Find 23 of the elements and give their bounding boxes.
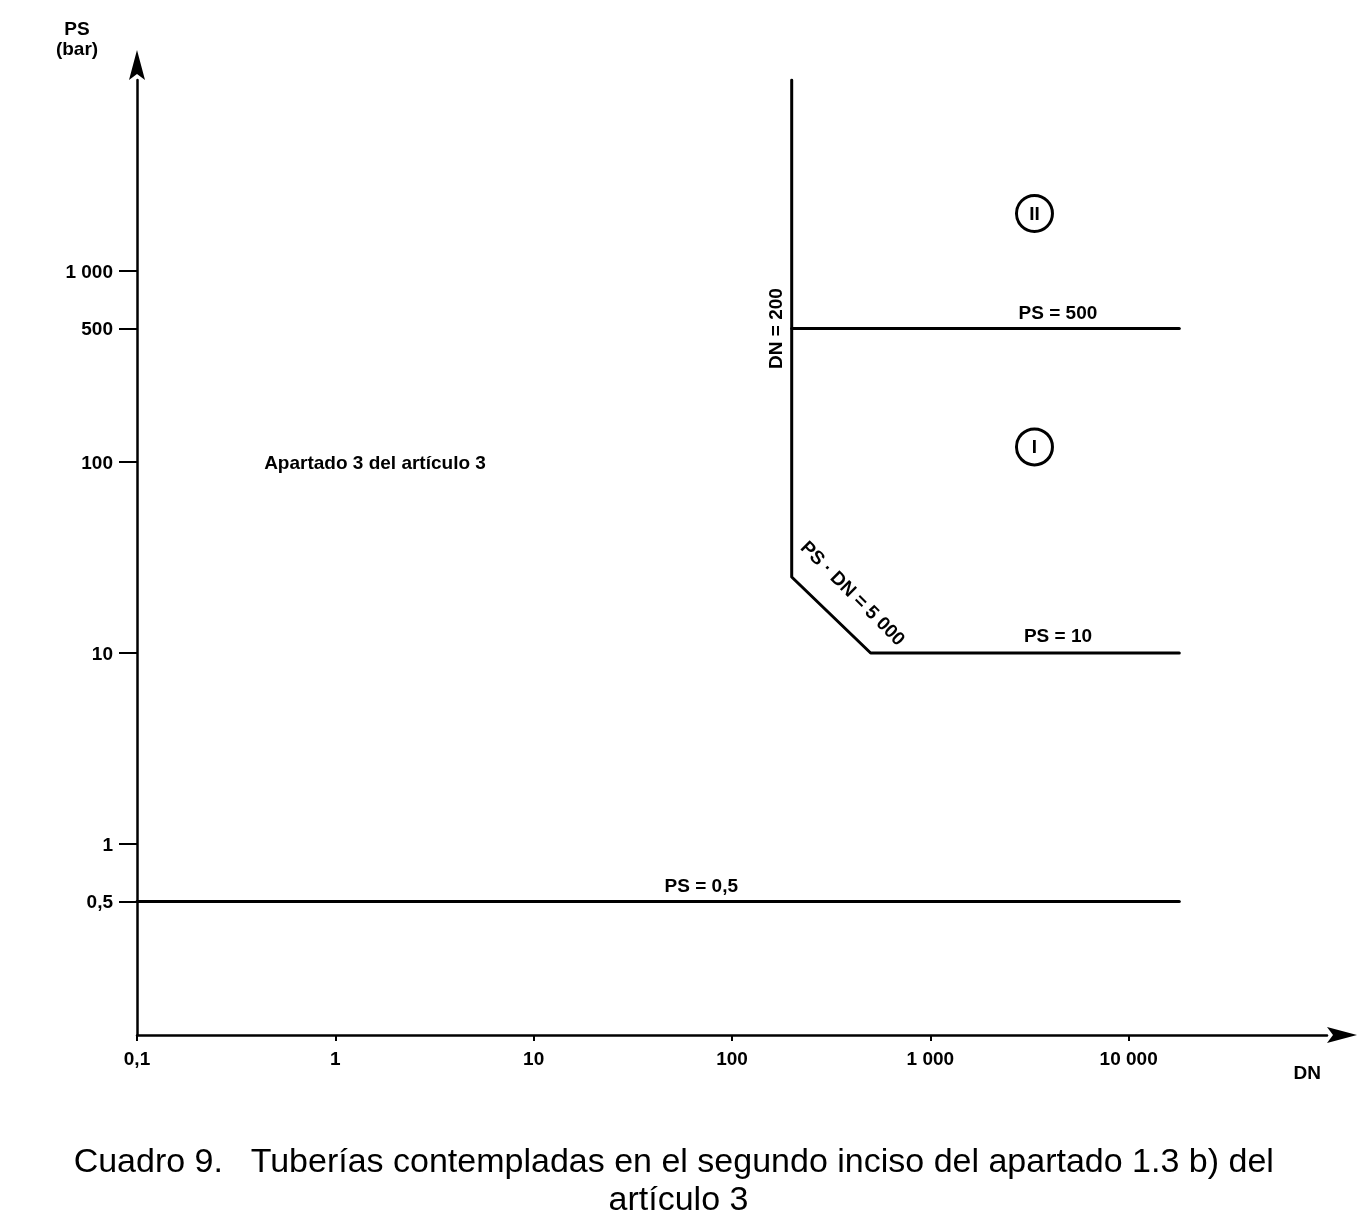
y-axis-title: PS (bar): [55, 17, 99, 59]
annotation: PS · DN = 5 000: [796, 536, 910, 650]
x-tick-label: 1 000: [906, 1048, 955, 1069]
x-tick-label: 0,1: [123, 1048, 151, 1069]
annotation: PS = 500: [1018, 302, 1098, 324]
annotation: PS = 10: [1023, 625, 1093, 646]
annotation: II: [1029, 203, 1040, 224]
y-tick-label: 500: [81, 318, 113, 339]
annotation: I: [1031, 436, 1038, 458]
y-tick-label: 100: [81, 451, 113, 473]
y-tick-label: 1: [102, 833, 114, 855]
x-tick-label: 100: [716, 1048, 748, 1069]
y-tick-label: 10: [91, 642, 113, 664]
x-tick-label: 10 000: [1099, 1048, 1158, 1069]
y-tick-label: 1 000: [65, 260, 113, 282]
text: Cuadro 9. Tuberías contempladas en el segundo inciso del apartado 1.3 b) del artículo 3: [73, 1141, 1284, 1217]
x-axis-title: DN: [1293, 1062, 1321, 1083]
annotation: Apartado 3 del artículo 3: [264, 451, 486, 473]
x-tick-label: 1: [330, 1048, 342, 1069]
x-tick-label: 10: [523, 1048, 545, 1069]
annotation: DN = 200: [765, 288, 787, 369]
y-tick-label: 0,5: [86, 891, 114, 912]
annotation: PS = 0,5: [664, 875, 739, 897]
